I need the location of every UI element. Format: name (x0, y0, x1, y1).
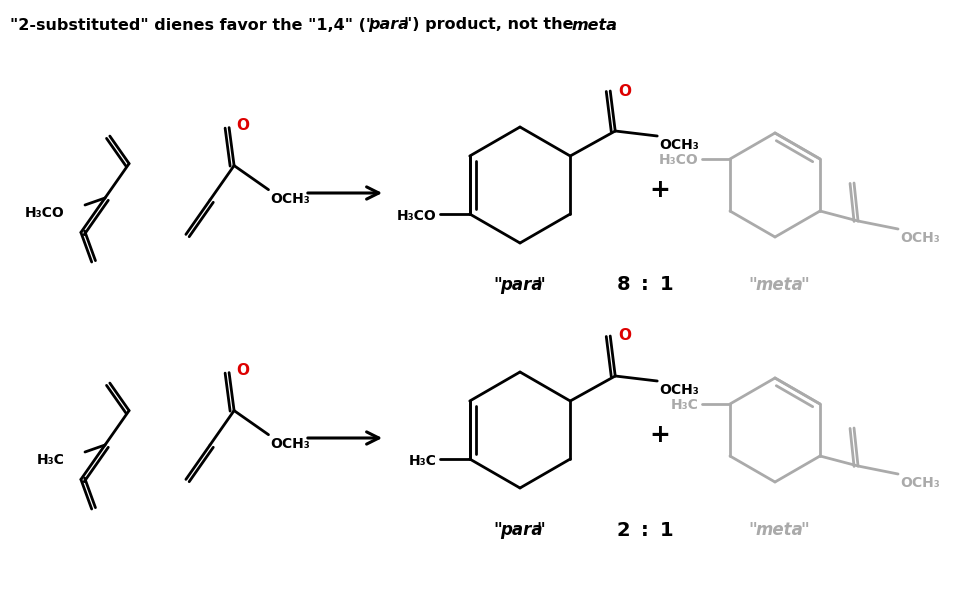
Text: H₃CO: H₃CO (25, 206, 65, 220)
Text: ": " (748, 276, 756, 294)
Text: OCH₃: OCH₃ (658, 138, 699, 152)
Text: meta: meta (754, 276, 802, 294)
Text: 1: 1 (659, 275, 673, 294)
Text: H₃CO: H₃CO (658, 153, 699, 167)
Text: :: : (640, 275, 648, 294)
Text: 2: 2 (616, 520, 630, 539)
Text: O: O (235, 363, 249, 378)
Text: O: O (618, 328, 630, 343)
Text: +: + (649, 178, 670, 202)
Text: H₃C: H₃C (408, 454, 436, 468)
Text: O: O (618, 83, 630, 98)
Text: OCH₃: OCH₃ (270, 192, 309, 206)
Text: ": " (748, 521, 756, 539)
Text: meta: meta (754, 521, 802, 539)
Text: +: + (649, 423, 670, 447)
Text: para: para (500, 521, 542, 539)
Text: ": " (800, 276, 808, 294)
Text: para: para (368, 17, 408, 33)
Text: ": " (535, 521, 544, 539)
Text: ") product, not the: ") product, not the (404, 17, 579, 33)
Text: .: . (609, 17, 615, 33)
Text: :: : (640, 520, 648, 539)
Text: OCH₃: OCH₃ (658, 383, 699, 397)
Text: "2-substituted" dienes favor the "1,4" (": "2-substituted" dienes favor the "1,4" (… (10, 17, 374, 33)
Text: 8: 8 (616, 275, 630, 294)
Text: OCH₃: OCH₃ (899, 231, 939, 245)
Text: ": " (800, 521, 808, 539)
Text: H₃CO: H₃CO (397, 209, 436, 223)
Text: ": " (492, 521, 502, 539)
Text: OCH₃: OCH₃ (270, 437, 309, 451)
Text: para: para (500, 276, 542, 294)
Text: H₃C: H₃C (37, 453, 65, 467)
Text: 1: 1 (659, 520, 673, 539)
Text: OCH₃: OCH₃ (899, 476, 939, 490)
Text: ": " (535, 276, 544, 294)
Text: H₃C: H₃C (671, 398, 699, 412)
Text: meta: meta (572, 17, 617, 33)
Text: ": " (492, 276, 502, 294)
Text: O: O (235, 118, 249, 133)
